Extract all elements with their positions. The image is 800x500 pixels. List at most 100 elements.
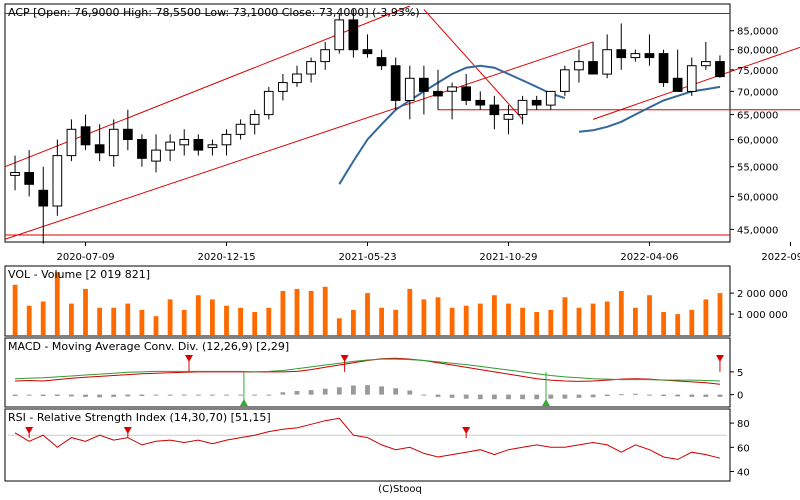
volume-bar	[562, 297, 568, 335]
volume-y-axis: 1 000 000 2 000 000	[730, 289, 788, 321]
candle-body-up	[686, 65, 697, 92]
price-panel-header: ACP [Open: 76,9000 High: 78,5500 Low: 73…	[8, 6, 420, 19]
volume-bar	[590, 303, 596, 335]
candle-body-up	[306, 61, 316, 75]
macd-histogram-bar	[195, 394, 201, 396]
sell-signal-marker	[340, 355, 349, 362]
volume-bar	[506, 303, 511, 335]
volume-bar	[252, 312, 258, 335]
volume-bar	[308, 291, 314, 335]
macd-histogram-bar	[421, 394, 427, 396]
rsi-panel-frame	[4, 408, 731, 482]
macd-histogram-bar	[407, 390, 413, 395]
sell-signal-marker	[715, 355, 724, 362]
price-x-axis: 2020-07-09 2020-12-15 2021-05-23 2021-10-29…	[56, 242, 800, 263]
price-plot	[4, 5, 800, 244]
volume-bar	[238, 307, 243, 335]
candle-body-up	[207, 144, 218, 149]
candle-body-down	[38, 189, 49, 207]
rsi-y-tick-label: 80	[737, 419, 750, 430]
footer-copyright: (C)Stooq	[378, 484, 422, 495]
volume-bar	[280, 291, 286, 335]
volume-bar	[111, 307, 117, 335]
candle-body-up	[66, 128, 77, 157]
candle-body-down	[362, 49, 373, 55]
macd-histogram-bar	[54, 394, 60, 396]
macd-plot	[12, 355, 724, 406]
volume-bar	[618, 291, 624, 335]
candle-body-up	[574, 61, 584, 71]
rsi-panel: RSI - Relative Strength Index (14,30,70)…	[4, 408, 750, 482]
volume-bar	[548, 309, 554, 335]
macd-histogram-bar	[40, 394, 46, 396]
volume-bar	[83, 288, 88, 335]
macd-y-tick-label: 0	[737, 391, 743, 402]
macd-histogram-bar	[393, 388, 399, 395]
macd-histogram-bar	[139, 394, 145, 396]
candle-body-down	[123, 128, 133, 141]
rsi-sell-signal-marker	[462, 427, 471, 434]
downtrend-line	[423, 9, 523, 120]
volume-bar	[717, 293, 723, 335]
volume-bar	[604, 301, 610, 335]
candle-body-down	[658, 53, 669, 84]
signal-line	[14, 358, 721, 382]
volume-bar	[492, 295, 497, 335]
volume-bar	[336, 318, 342, 336]
macd-histogram-bar	[365, 385, 370, 395]
uptrend-line	[592, 46, 800, 120]
volume-bar	[421, 299, 427, 335]
macd-histogram-bar	[322, 388, 328, 395]
volume-bar	[40, 301, 46, 335]
candle-body-up	[249, 114, 260, 125]
volume-bar	[97, 307, 102, 335]
macd-histogram-bar	[153, 394, 159, 396]
candle-body-down	[489, 104, 500, 116]
candle-body-up	[235, 123, 246, 135]
rsi-sell-signal-marker	[123, 427, 132, 434]
volume-bar	[576, 307, 582, 335]
price-x-tick-label: 2021-05-23	[338, 252, 396, 263]
price-y-axis: 45,0000 50,0000 55,0000 60,0000 65,0000 70,00…	[730, 27, 778, 236]
price-y-tick-label: 80,0000	[737, 46, 778, 57]
macd-histogram-bar	[562, 394, 568, 399]
volume-bar	[210, 299, 215, 335]
macd-histogram-bar	[647, 394, 652, 396]
volume-bar	[534, 312, 540, 335]
volume-bar	[69, 303, 74, 335]
macd-y-axis: 05	[730, 368, 743, 402]
macd-histogram-bar	[97, 394, 102, 398]
price-x-tick-label: 2022-04-06	[620, 252, 678, 263]
rsi-y-axis: 40 60 80	[730, 419, 750, 479]
volume-bar	[675, 314, 681, 335]
macd-histogram-bar	[576, 394, 582, 398]
price-y-tick-label: 85,0000	[737, 27, 778, 38]
macd-histogram-bar	[210, 394, 215, 396]
candle-body-down	[80, 126, 91, 146]
candle-body-up	[503, 114, 514, 120]
macd-histogram-bar	[181, 394, 187, 396]
candle-body-down	[24, 172, 34, 185]
volume-bar	[379, 307, 384, 335]
volume-bar	[322, 286, 328, 335]
volume-bar	[520, 307, 525, 335]
candle-body-down	[376, 57, 387, 67]
candle-body-up	[545, 90, 556, 106]
volume-y-tick-label: 2 000 000	[737, 289, 788, 300]
volume-plot	[12, 272, 723, 336]
price-y-tick-label: 55,0000	[737, 163, 778, 174]
macd-histogram-bar	[604, 394, 610, 396]
candle-body-up	[630, 53, 641, 59]
price-x-tick-label: 2020-07-09	[56, 252, 114, 263]
volume-bar	[26, 305, 32, 335]
volume-bar	[661, 312, 666, 335]
price-y-tick-label: 45,0000	[737, 225, 778, 236]
price-x-tick-label: 2022-09-12	[761, 252, 800, 263]
volume-panel-header: VOL - Volume [2 019 821]	[8, 268, 150, 281]
buy-signal-marker	[542, 399, 551, 406]
candle-body-down	[672, 77, 683, 92]
macd-y-tick-label: 5	[737, 368, 743, 379]
rsi-y-tick-label: 60	[737, 443, 750, 454]
candle-body-up	[108, 128, 119, 157]
